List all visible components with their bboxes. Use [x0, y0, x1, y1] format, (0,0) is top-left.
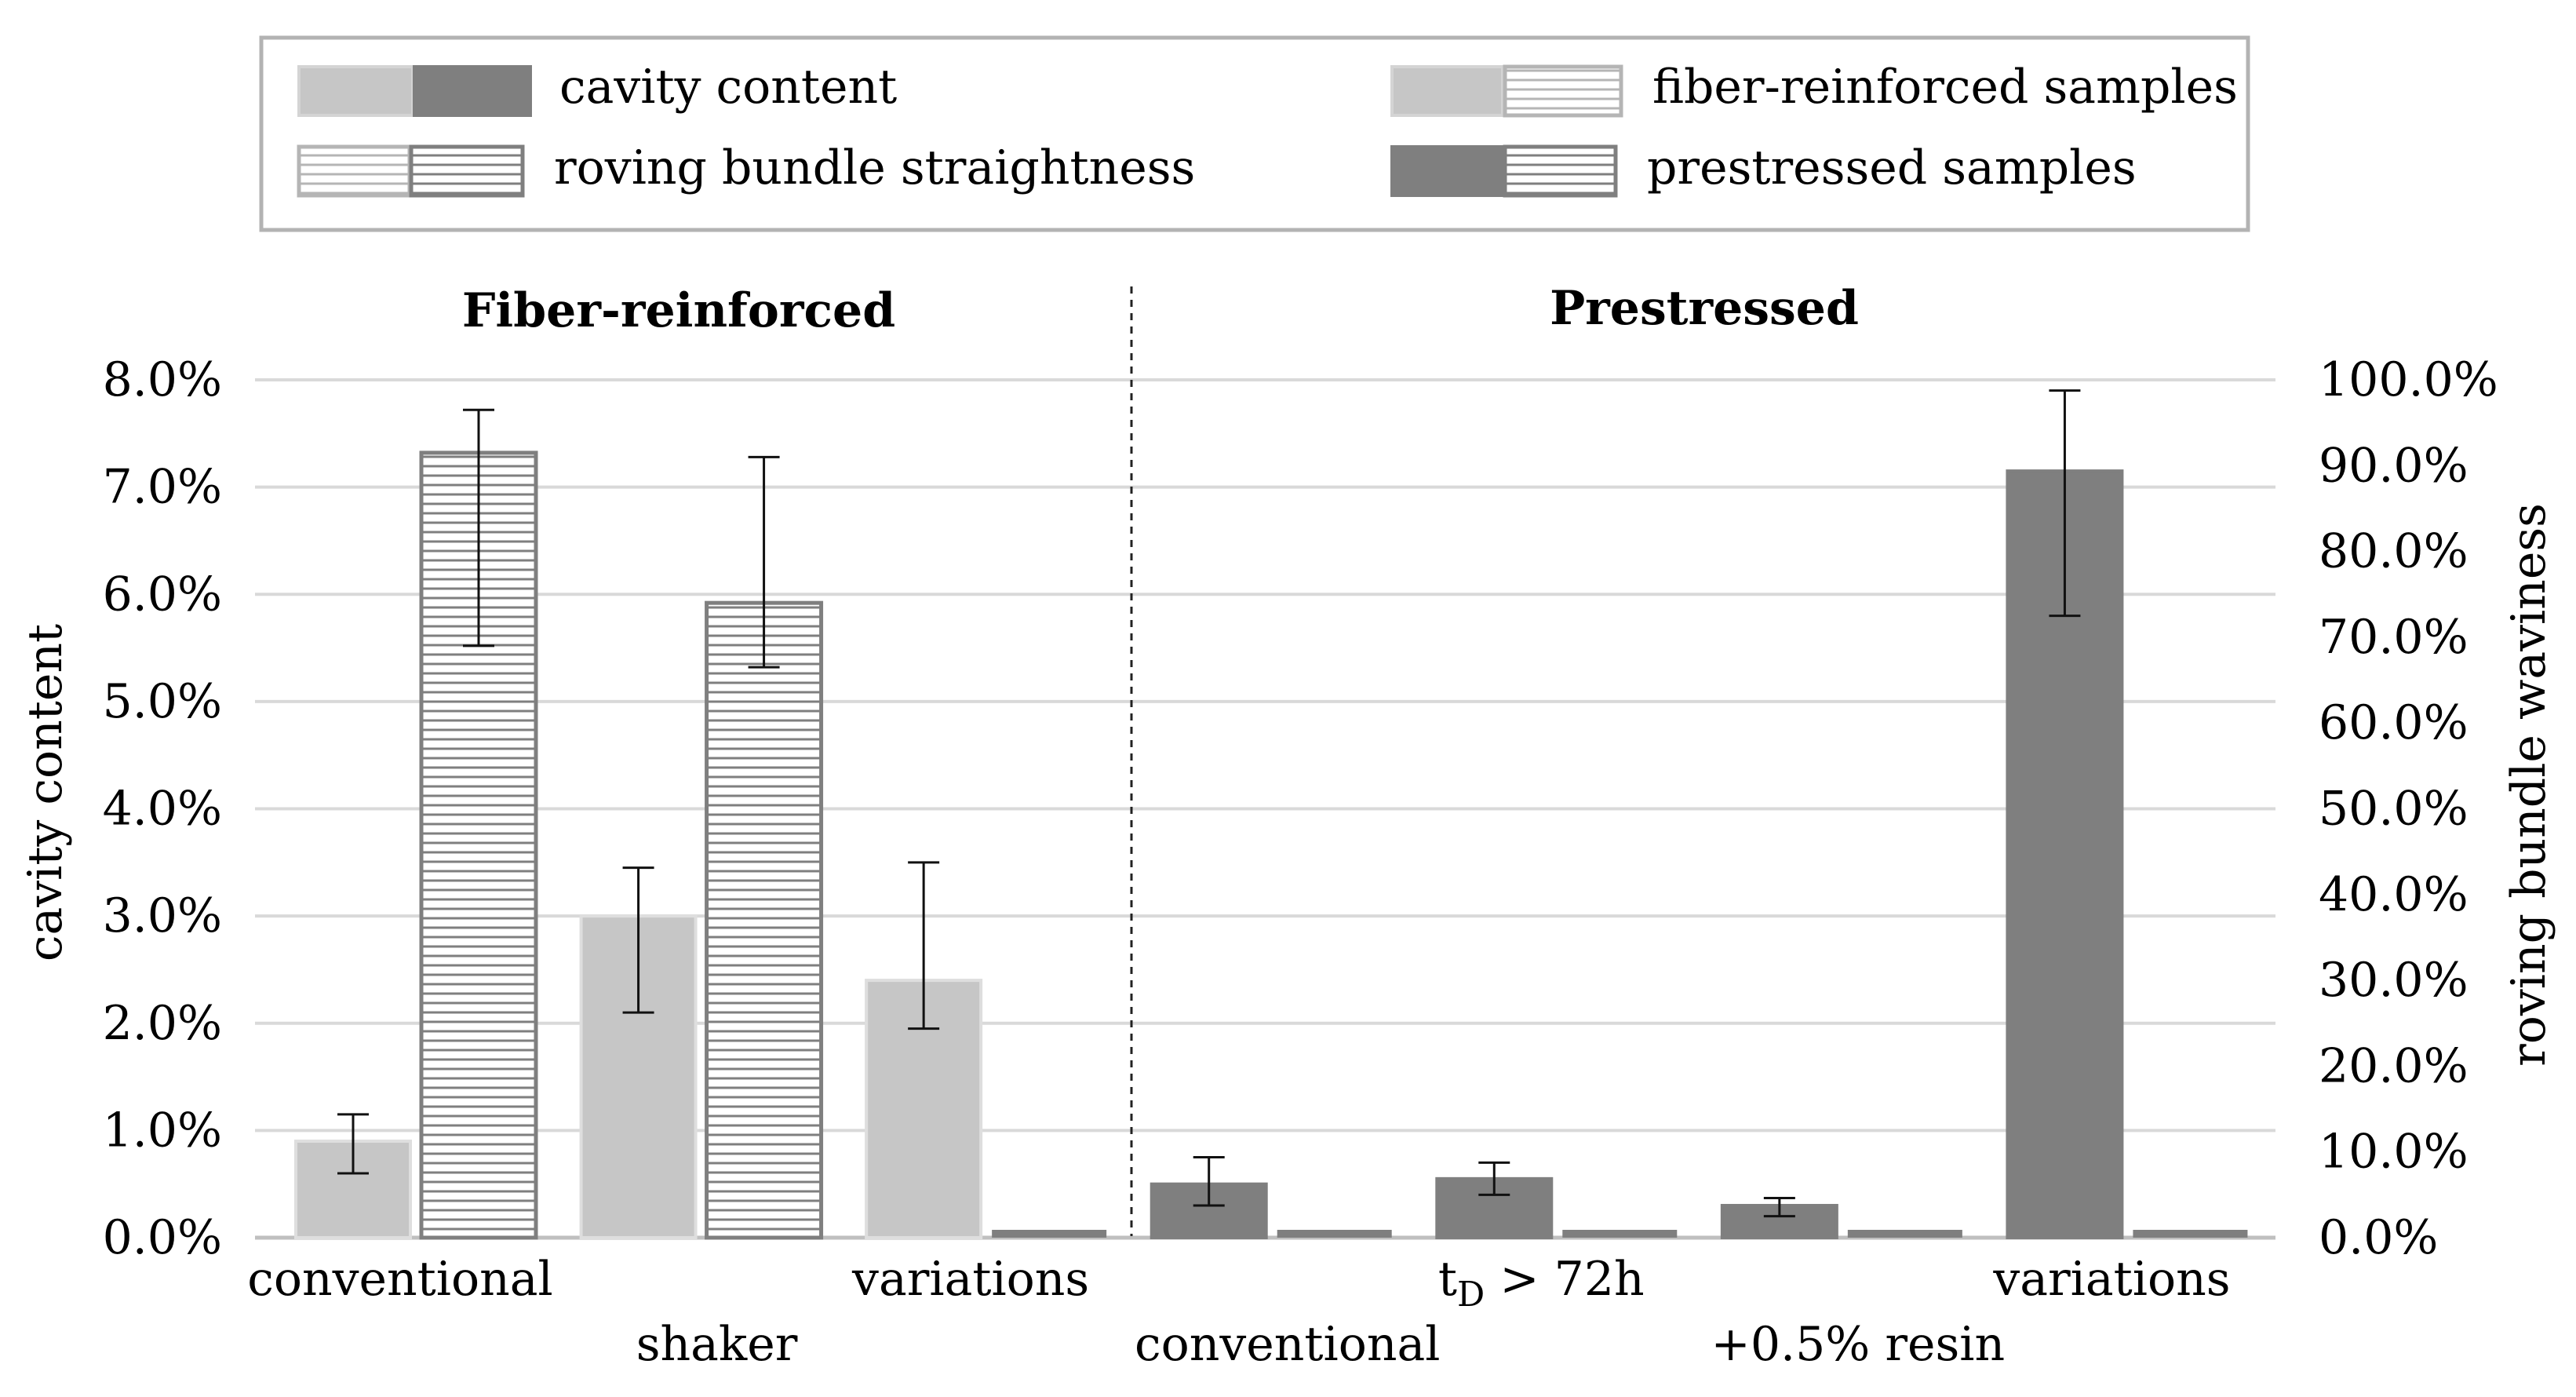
- legend-frame: [259, 35, 2250, 232]
- right-axis-title: roving bundle waviness: [2501, 503, 2556, 1067]
- right-tick-label: 0.0%: [2319, 1210, 2438, 1265]
- panel-title-prestressed: Prestressed: [1550, 281, 1859, 336]
- legend-label-cavity: cavity content: [559, 60, 897, 115]
- right-tick-label: 80.0%: [2319, 524, 2469, 579]
- right-tick-label: 60.0%: [2319, 695, 2469, 750]
- right-tick-label: 50.0%: [2319, 782, 2469, 837]
- left-tick-label: 3.0%: [103, 888, 222, 943]
- left-tick-label: 8.0%: [103, 352, 222, 407]
- left-axis-title: cavity content: [18, 624, 73, 961]
- bar-roving-straightness: [705, 600, 824, 1240]
- bar-roving-straightness: [992, 1230, 1107, 1238]
- right-tick-label: 90.0%: [2319, 438, 2469, 493]
- gridlines: [255, 378, 2275, 1240]
- left-tick-label: 0.0%: [103, 1210, 222, 1265]
- legend-swatch-fiber: [1390, 64, 1623, 118]
- right-tick-label: 70.0%: [2319, 610, 2469, 665]
- legend: cavity content roving bundle straightnes…: [259, 35, 2250, 232]
- left-tick-label: 2.0%: [103, 996, 222, 1051]
- category-label: conventional: [247, 1252, 552, 1307]
- legend-swatch-cavity: [297, 65, 532, 117]
- legend-label-fiber: fiber-reinforced samples: [1652, 60, 2238, 115]
- left-tick-label: 4.0%: [103, 782, 222, 837]
- category-label: variations: [851, 1252, 1089, 1307]
- right-tick-label: 100.0%: [2319, 352, 2498, 407]
- left-tick-label: 7.0%: [103, 460, 222, 515]
- bar-cavity-content: [1150, 1182, 1268, 1239]
- legend-label-prestressed: prestressed samples: [1647, 140, 2137, 195]
- left-tick-label: 6.0%: [103, 567, 222, 622]
- bar-roving-straightness: [1277, 1230, 1392, 1238]
- category-label: variations: [1992, 1252, 2230, 1307]
- bar-roving-straightness: [1847, 1230, 1962, 1238]
- left-tick-label: 5.0%: [103, 674, 222, 729]
- left-tick-label: 1.0%: [103, 1103, 222, 1158]
- bar-roving-straightness: [2133, 1230, 2248, 1238]
- right-tick-label: 30.0%: [2319, 953, 2469, 1008]
- legend-swatch-straight: [297, 144, 525, 198]
- category-labels: conventional shaker variations conventional…: [247, 1252, 2230, 1372]
- left-axis-ticks: 0.0% 1.0% 2.0% 3.0% 4.0% 5.0% 6.0% 7.0% 8.0%: [103, 352, 222, 1265]
- category-label: shaker: [636, 1317, 798, 1372]
- legend-label-straight: roving bundle straightness: [554, 140, 1195, 195]
- category-label: +0.5% resin: [1711, 1317, 2006, 1372]
- right-tick-label: 10.0%: [2319, 1125, 2469, 1180]
- right-tick-label: 20.0%: [2319, 1038, 2469, 1093]
- right-axis-ticks: 0.0% 10.0% 20.0% 30.0% 40.0% 50.0% 60.0% 70.0% 8…: [2319, 352, 2498, 1265]
- legend-swatch-prestressed: [1390, 144, 1618, 198]
- bars: [294, 450, 2248, 1240]
- panel-title-fiber: Fiber-reinforced: [462, 283, 895, 338]
- error-bars: [337, 389, 2081, 1218]
- bar-roving-straightness: [1562, 1230, 1678, 1238]
- right-tick-label: 40.0%: [2319, 867, 2469, 922]
- category-label: conventional: [1135, 1317, 1440, 1372]
- category-label: tD > 72h: [1438, 1252, 1645, 1315]
